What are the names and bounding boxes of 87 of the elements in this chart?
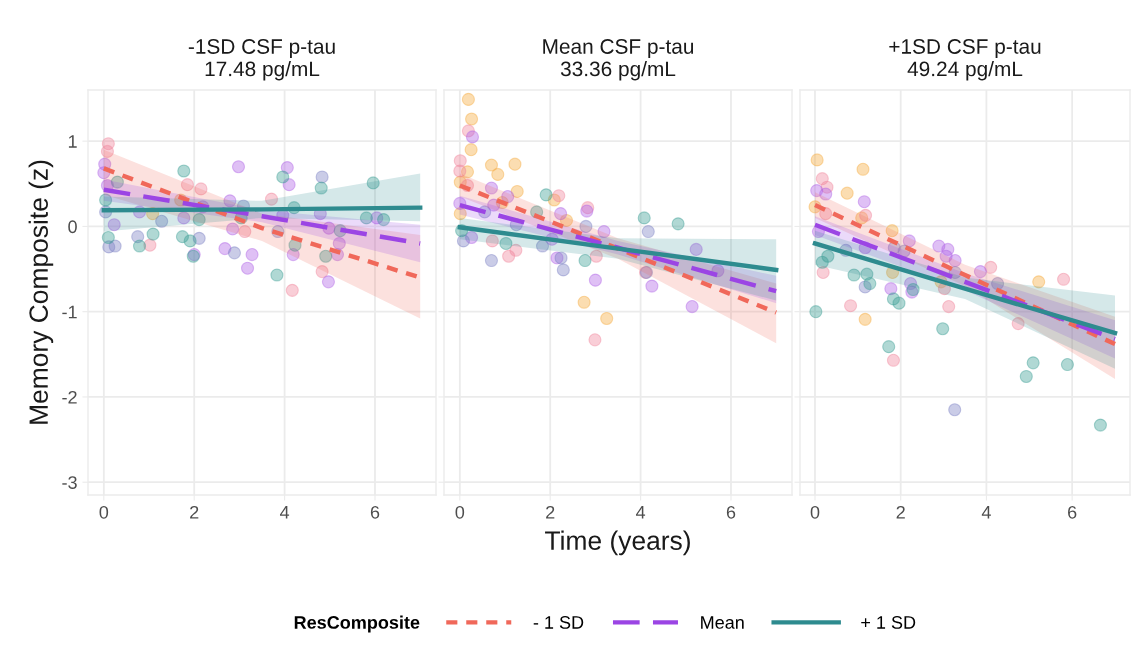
point — [461, 92, 475, 106]
y-tick-label: 1 — [68, 135, 77, 148]
point — [491, 167, 505, 181]
point — [285, 283, 299, 297]
point — [315, 170, 329, 184]
point — [948, 403, 962, 417]
point — [464, 143, 478, 157]
point — [809, 305, 823, 319]
legend-label: + 1 SD — [861, 616, 916, 629]
chart-title: -1SD CSF p-tau 17.48 pg/mL — [188, 39, 335, 81]
point — [1026, 356, 1040, 370]
point — [882, 340, 896, 354]
point — [484, 253, 499, 268]
point — [671, 217, 685, 231]
point — [539, 188, 553, 202]
x-tick-label: 6 — [370, 505, 380, 519]
point — [1032, 275, 1046, 289]
point — [101, 230, 115, 245]
y-tick-label: 0 — [68, 220, 77, 234]
legend-label: Mean — [701, 616, 744, 629]
point — [245, 247, 259, 262]
point — [227, 246, 241, 260]
x-tick-label: 4 — [279, 506, 290, 519]
point — [857, 195, 871, 209]
x-tick-label: 2 — [546, 505, 555, 519]
point — [453, 164, 467, 178]
point — [177, 164, 191, 178]
point — [886, 353, 900, 367]
point — [588, 333, 602, 347]
point — [578, 253, 592, 268]
x-tick-label: 6 — [726, 505, 736, 519]
point — [685, 299, 699, 314]
x-tick-label: 0 — [99, 505, 109, 519]
point — [465, 130, 480, 144]
point — [1093, 418, 1107, 432]
x-tick-label: 0 — [810, 505, 820, 519]
y-tick-label: -3 — [62, 476, 77, 489]
point — [577, 295, 591, 309]
y-tick-label: -1 — [62, 305, 77, 319]
x-tick-label: 2 — [190, 505, 199, 519]
point — [645, 279, 659, 293]
chart-title: +1SD CSF p-tau 49.24 pg/mL — [889, 39, 1041, 81]
point — [840, 186, 854, 200]
point — [1019, 369, 1033, 384]
point — [270, 268, 284, 282]
point — [484, 158, 499, 172]
point — [936, 322, 950, 336]
point — [844, 299, 858, 313]
point — [132, 239, 147, 253]
point — [892, 296, 906, 310]
legend-title: ResComposite — [294, 615, 420, 633]
x-tick-label: 4 — [635, 506, 646, 519]
point — [108, 239, 122, 253]
x-tick-label: 4 — [981, 506, 991, 519]
legend-label: - 1 SD — [533, 616, 584, 629]
point — [858, 312, 872, 326]
point — [884, 282, 898, 296]
point — [321, 275, 336, 289]
point — [502, 249, 516, 263]
point — [552, 189, 566, 203]
point — [588, 273, 602, 287]
point — [240, 261, 255, 275]
point — [276, 170, 290, 184]
x-tick-label: 0 — [455, 505, 465, 519]
y-tick-label: -2 — [62, 390, 77, 404]
point — [175, 230, 190, 244]
point — [637, 211, 651, 225]
point — [856, 162, 870, 176]
x-tick-label: 2 — [896, 505, 905, 519]
point — [231, 160, 246, 174]
point — [600, 311, 614, 326]
point — [984, 260, 998, 274]
point — [556, 263, 570, 277]
point — [1060, 357, 1074, 372]
point — [465, 112, 479, 126]
point — [942, 299, 956, 314]
point — [863, 276, 877, 291]
chart-title: Mean CSF p-tau 33.36 pg/mL — [543, 39, 694, 81]
x-tick-label: 6 — [1068, 505, 1077, 519]
point — [554, 251, 568, 265]
y-axis-title: Memory Composite (z) — [28, 160, 54, 424]
point — [810, 153, 824, 167]
x-axis-title: Time (years) — [545, 530, 690, 556]
point — [146, 227, 160, 241]
point — [1057, 272, 1071, 286]
point — [508, 157, 522, 171]
point — [641, 224, 655, 239]
